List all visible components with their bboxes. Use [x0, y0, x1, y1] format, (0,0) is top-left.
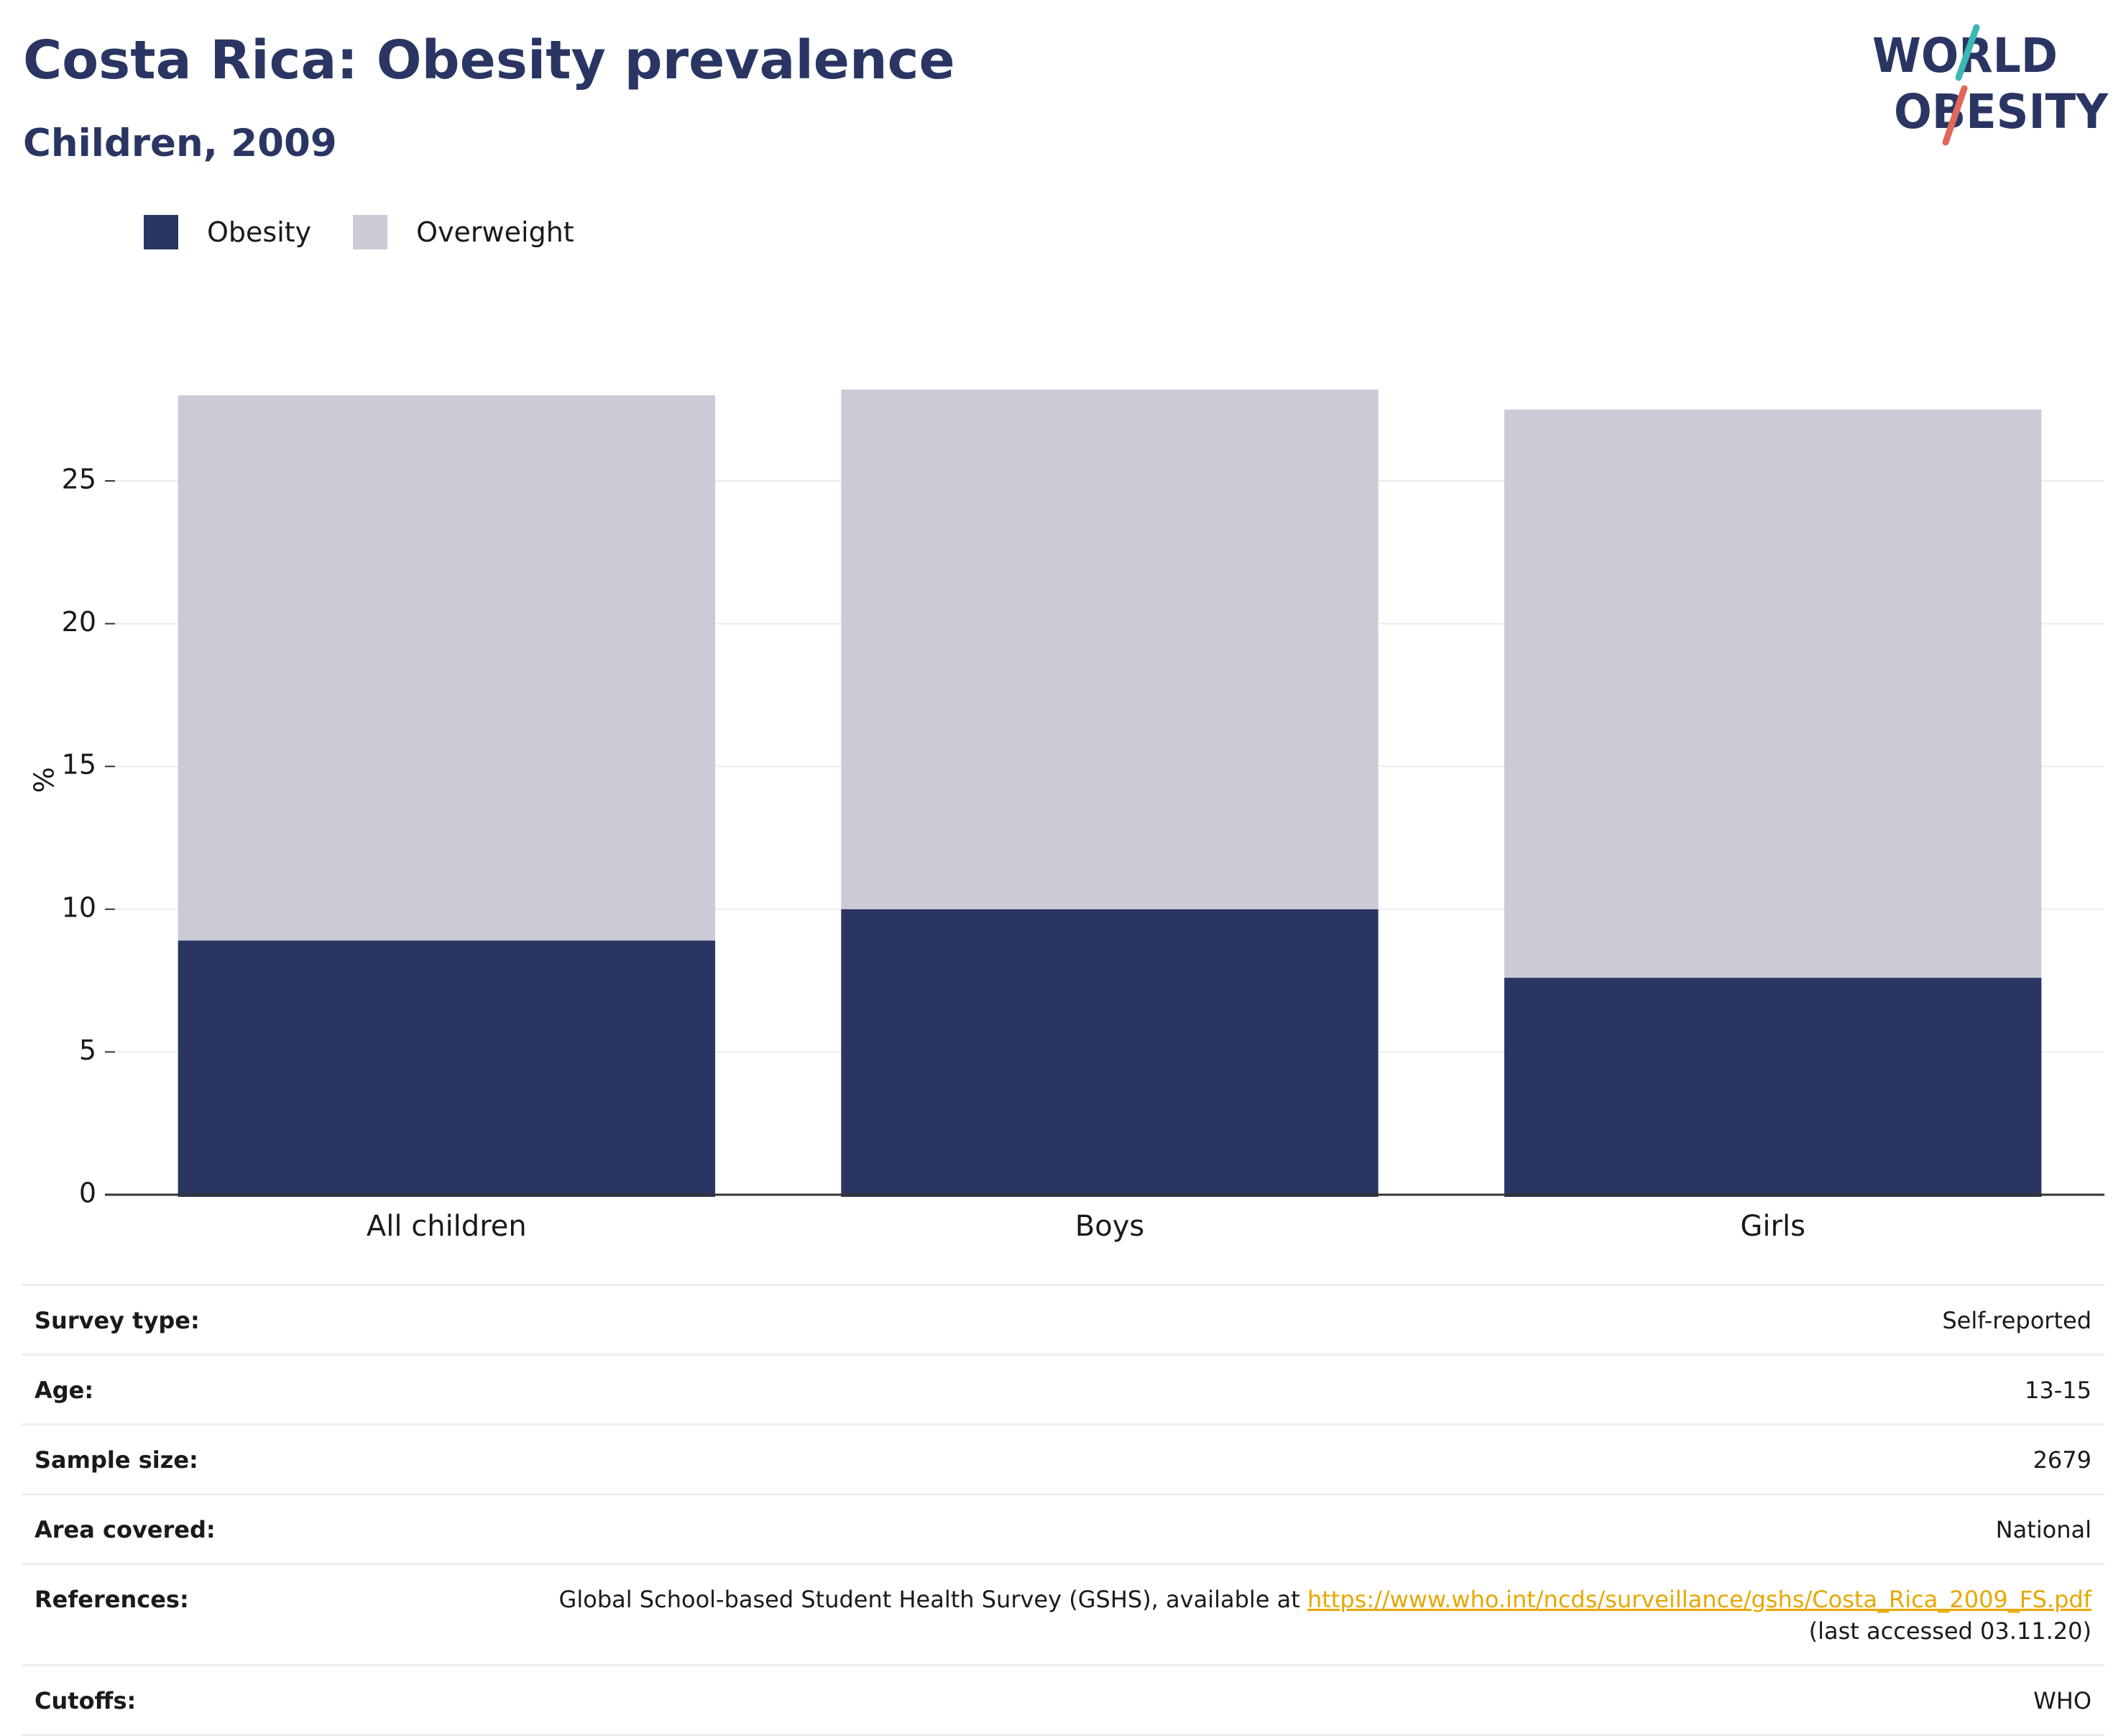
bar-overweight-all-children — [178, 395, 716, 941]
y-axis-label: % — [29, 767, 60, 793]
legend-item-obesity[interactable]: Obesity — [144, 215, 311, 249]
legend-swatch-overweight — [353, 215, 388, 249]
info-label: Cutoffs: — [34, 1687, 137, 1714]
bar-overweight-boys — [841, 389, 1379, 909]
bar-obesity-all-children — [178, 940, 716, 1197]
legend-label-obesity: Obesity — [207, 216, 312, 248]
info-row-area-covered: Area covered: National — [22, 1493, 2104, 1563]
page-subtitle: Children, 2009 — [23, 121, 337, 165]
info-label: Age: — [34, 1377, 94, 1404]
bars — [178, 389, 2042, 1197]
info-value: 13-15 — [2025, 1377, 2092, 1404]
y-tick-label: 25 — [62, 464, 96, 495]
reference-link[interactable]: https://www.who.int/ncds/surveillance/gs… — [1307, 1586, 2092, 1613]
info-row-sample-size: Sample size: 2679 — [22, 1423, 2104, 1493]
info-row-survey-type: Survey type: Self-reported — [22, 1284, 2104, 1354]
page-title: Costa Rica: Obesity prevalence — [23, 29, 955, 91]
bar-obesity-boys — [841, 909, 1379, 1197]
stacked-bar-chart: 0 5 10 15 20 25 All children Boys Girls % — [29, 389, 2104, 1243]
y-tick-label: 10 — [62, 891, 96, 923]
info-row-age: Age: 13-15 — [22, 1354, 2104, 1423]
info-label: Area covered: — [34, 1516, 216, 1543]
reference-text: Global School-based Student Health Surve… — [558, 1586, 1307, 1613]
info-row-cutoffs: Cutoffs: WHO — [22, 1664, 2104, 1736]
bar-overweight-girls — [1504, 409, 2042, 978]
info-value-references: Global School-based Student Health Surve… — [559, 1584, 2092, 1647]
x-tick-label: All children — [367, 1210, 527, 1243]
info-value: WHO — [2033, 1687, 2092, 1714]
info-label: Sample size: — [34, 1446, 198, 1474]
reference-accessed: (last accessed 03.11.20) — [1808, 1617, 2092, 1645]
y-tick-label: 15 — [62, 749, 96, 781]
chart-legend: Obesity Overweight — [144, 214, 616, 250]
y-tick-label: 5 — [79, 1034, 96, 1066]
svg-text:OBESITY: OBESITY — [1894, 84, 2109, 139]
info-row-references: References: Global School-based Student … — [22, 1563, 2104, 1664]
bar-obesity-girls — [1504, 978, 2042, 1197]
info-value: Self-reported — [1942, 1307, 2092, 1334]
legend-swatch-obesity — [144, 215, 178, 249]
x-tick-label: Boys — [1075, 1210, 1144, 1243]
info-label: References: — [34, 1586, 189, 1613]
y-axis-ticks: 0 5 10 15 20 25 — [62, 464, 115, 1209]
x-tick-label: Girls — [1740, 1210, 1805, 1243]
y-tick-label: 20 — [62, 606, 96, 638]
survey-info-table: Survey type: Self-reported Age: 13-15 Sa… — [22, 1284, 2104, 1736]
info-value: 2679 — [2033, 1446, 2092, 1474]
legend-label-overweight: Overweight — [416, 216, 574, 248]
info-value: National — [1995, 1516, 2092, 1543]
world-obesity-logo: WORLD OBESITY — [1872, 24, 2109, 146]
x-axis-ticks: All children Boys Girls — [367, 1210, 1805, 1243]
legend-item-overweight[interactable]: Overweight — [353, 215, 574, 249]
y-tick-label: 0 — [79, 1177, 96, 1209]
info-label: Survey type: — [34, 1307, 200, 1334]
